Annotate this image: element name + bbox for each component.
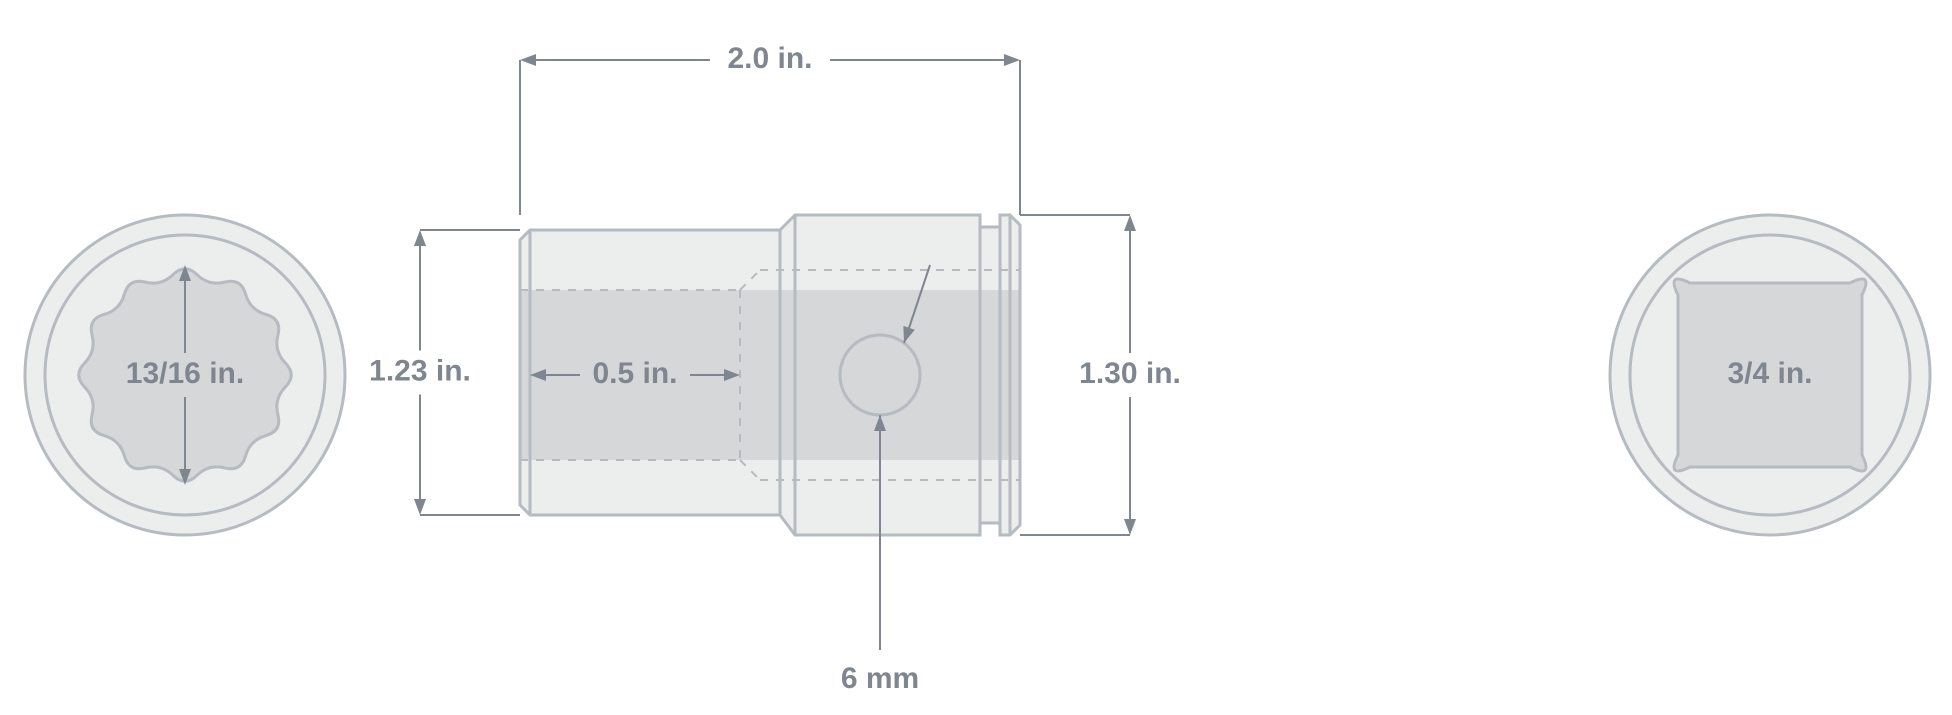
label-drive-size: 3/4 in. [1727,357,1812,390]
label-12pt-size: 13/16 in. [126,357,244,390]
drive-end-square: 3/4 in. [1610,215,1930,535]
dim-big-diameter: 1.30 in. [1079,357,1181,390]
dim-overall-length: 2.0 in. [727,42,812,75]
dim-bore-depth: 0.5 in. [592,357,677,390]
dim-small-diameter: 1.23 in. [369,354,471,387]
dim-pin-hole: 6 mm [841,662,919,695]
socket-end-12pt: 13/16 in. [25,215,345,535]
